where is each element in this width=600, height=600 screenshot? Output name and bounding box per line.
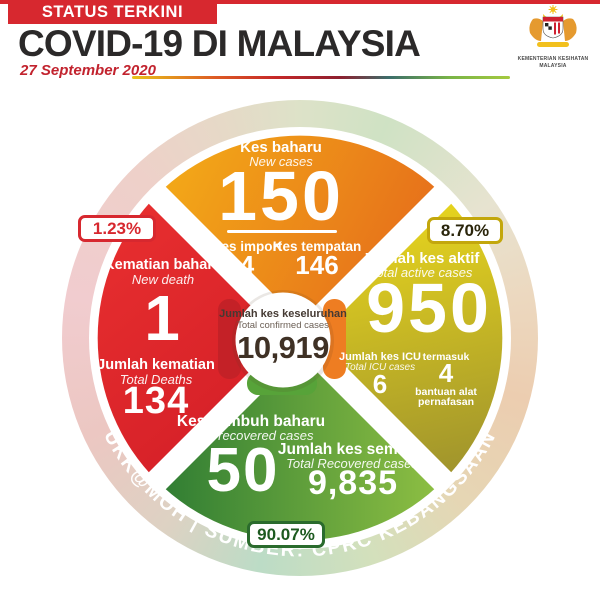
active-label-en: Total active cases	[369, 265, 473, 280]
icu-label-en: Total ICU cases	[344, 362, 416, 373]
sector-new-cases	[157, 135, 443, 338]
date-underline	[132, 76, 510, 79]
total-recovered-label-ms: Jumlah kes sembuh	[277, 441, 427, 458]
coat-of-arms-icon	[529, 5, 577, 47]
total-confirmed-value: 10,919	[237, 330, 329, 365]
total-confirmed-label-en: Total confirmed cases	[237, 320, 329, 331]
ministry-name: KEMENTERIAN KESIHATAN MALAYSIA	[517, 56, 589, 69]
deaths-pct-badge: 1.23%	[78, 215, 156, 242]
recovered-label-en: New recovered cases	[188, 428, 314, 443]
new-cases-label-en: New cases	[249, 154, 313, 169]
recovered-label-ms: Kes sembuh baharu	[176, 413, 326, 430]
center-tip-red	[218, 299, 241, 379]
sector-deaths	[97, 195, 300, 481]
local-cases-value: 146	[295, 250, 339, 280]
ventilator-value: 4	[438, 358, 454, 388]
total-recovered-value: 9,835	[307, 464, 399, 502]
total-deaths-label-en: Total Deaths	[119, 372, 193, 387]
ventilator-label-line1: bantuan alat	[415, 386, 477, 398]
import-cases-value: 4	[239, 250, 255, 280]
new-deaths-label-ms: Kematian baharu	[104, 257, 222, 273]
page-title: COVID-19 DI MALAYSIA	[18, 23, 421, 64]
recovered-value: 50	[206, 436, 280, 505]
total-confirmed-label-ms: Jumlah kes keseluruhan	[219, 308, 347, 320]
new-cases-value: 150	[218, 157, 344, 235]
ventilator-label-line2: pernafasan	[417, 396, 475, 408]
recovered-pct-badge: 90.07%	[247, 521, 325, 548]
total-recovered-label-en: Total Recovered cases	[286, 456, 418, 471]
import-cases-label: Kes import	[211, 239, 283, 254]
report-date: 27 September 2020	[20, 62, 156, 79]
sector-recovered	[157, 338, 443, 541]
status-badge: STATUS TERKINI	[8, 0, 217, 24]
ventilator-prefix: termasuk	[422, 351, 470, 363]
center-circle	[235, 292, 331, 388]
active-label-ms: Jumlah kes aktif	[362, 250, 480, 267]
new-cases-label-ms: Kes baharu	[240, 139, 322, 156]
center-tip-orange	[323, 299, 346, 379]
local-cases-label: Kes tempatan	[272, 239, 362, 254]
active-pct-badge: 8.70%	[427, 217, 503, 244]
icu-value: 6	[372, 369, 388, 399]
icu-label-ms: Jumlah kes ICU	[339, 351, 421, 363]
total-deaths-value: 134	[122, 380, 190, 422]
ministry-logo: KEMENTERIAN KESIHATAN MALAYSIA	[514, 5, 592, 70]
active-value: 950	[366, 269, 492, 347]
new-deaths-label-en: New death	[131, 272, 195, 287]
total-deaths-label-ms: Jumlah kematian	[97, 357, 215, 373]
new-deaths-value: 1	[144, 282, 182, 354]
top-red-bar	[0, 0, 600, 4]
new-cases-divider-line	[227, 230, 337, 233]
sector-active-cases	[300, 195, 503, 481]
